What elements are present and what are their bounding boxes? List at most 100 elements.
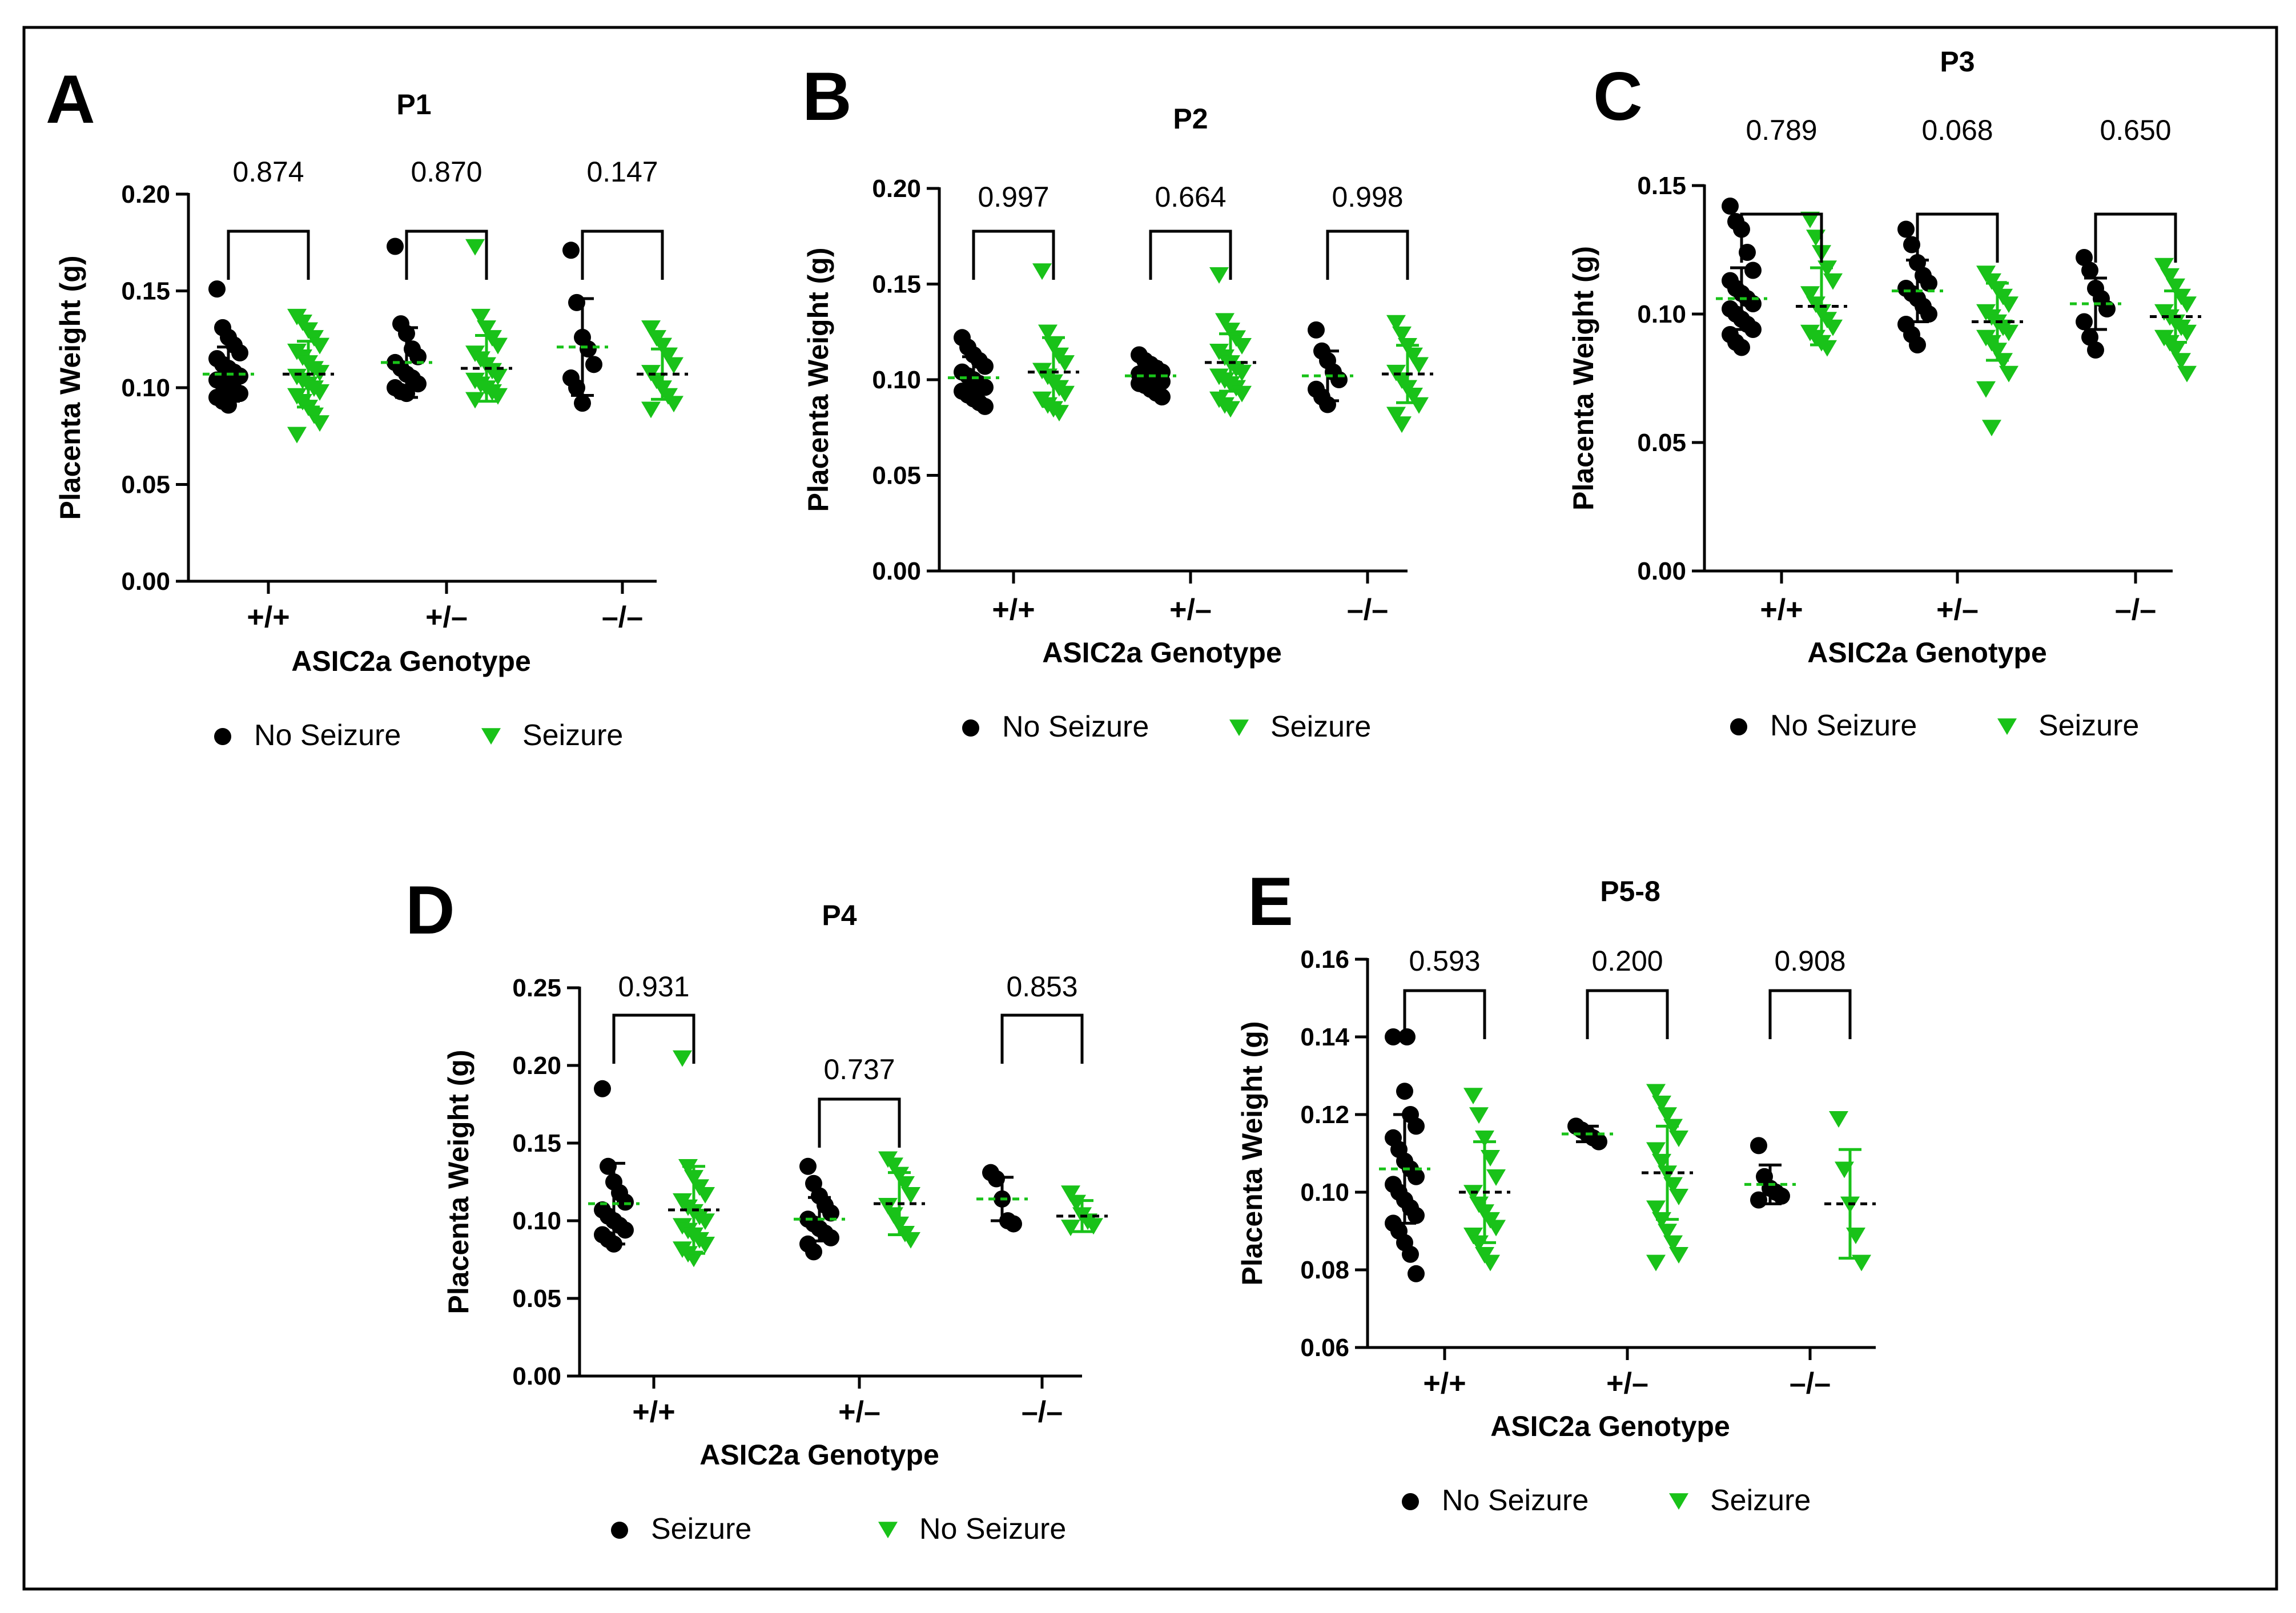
data-point: [1005, 1215, 1022, 1233]
data-point: [695, 1213, 715, 1230]
data-point: [2076, 249, 2093, 266]
legend-label: Seizure: [2038, 709, 2139, 742]
x-axis-title: ASIC2a Genotype: [699, 1439, 939, 1471]
p-value-label: 0.931: [618, 971, 689, 1003]
data-point: [799, 1157, 817, 1175]
data-point: [1221, 401, 1240, 418]
data-point: [2166, 343, 2185, 360]
data-point: [1646, 1084, 1666, 1101]
y-tick-label: 0.00: [872, 557, 921, 585]
legend-marker-triangle: [878, 1522, 898, 1539]
data-point: [2154, 258, 2174, 275]
comparison-bracket: [1149, 230, 1232, 280]
data-point: [1463, 1088, 1483, 1105]
data-point: [1823, 319, 1843, 336]
chart-title: P2: [1173, 103, 1208, 135]
x-tick-label: –/–: [1347, 593, 1388, 626]
data-point: [1396, 1083, 1413, 1100]
panel-B: B P2 0.00 0.05 0.10 0.15 0.20 +/+ +/– –/– ASIC2a G…: [802, 58, 1433, 743]
comparison-bracket: [1000, 1013, 1084, 1064]
data-point: [1486, 1169, 1506, 1186]
y-tick-label: 0.25: [512, 974, 561, 1002]
data-point: [653, 337, 672, 355]
data-point: [976, 397, 994, 415]
x-tick-label: +/–: [1606, 1367, 1648, 1400]
data-point: [2087, 341, 2104, 359]
data-point: [1408, 1168, 1425, 1185]
data-point: [387, 238, 404, 255]
y-tick-label: 0.15: [121, 277, 170, 305]
data-point: [1469, 1107, 1489, 1124]
comparison-bracket: [1403, 989, 1486, 1039]
y-tick-label: 0.14: [1300, 1023, 1349, 1051]
y-tick-label: 0.16: [1300, 946, 1349, 974]
x-axis-title: ASIC2a Genotype: [1807, 637, 2047, 669]
p-value-label: 0.998: [1332, 181, 1403, 213]
data-point: [1658, 1224, 1677, 1241]
data-point: [1909, 336, 1926, 353]
legend-marker-triangle: [1997, 718, 2017, 735]
comparison-bracket: [1586, 989, 1669, 1039]
legend-marker-circle: [1402, 1493, 1419, 1510]
x-axis-title: ASIC2a Genotype: [1042, 637, 1282, 669]
data-point: [574, 395, 591, 412]
y-tick-label: 0.06: [1300, 1334, 1349, 1362]
data-point: [488, 337, 508, 355]
data-point: [878, 1198, 898, 1214]
data-point: [287, 427, 307, 444]
data-point: [1976, 381, 1996, 398]
data-point: [1067, 1194, 1086, 1212]
data-point: [884, 1157, 903, 1174]
chart-title: P3: [1940, 46, 1975, 78]
data-point: [1646, 1254, 1666, 1272]
data-point: [1800, 286, 1820, 303]
legend-label: No Seizure: [1002, 710, 1149, 743]
data-point: [822, 1229, 839, 1246]
panel-E: E P5-8 0.06 0.08 0.10 0.12 0.14 0.16 +/+ +/– –/– AS…: [1236, 863, 1876, 1517]
legend-label: No Seizure: [1770, 709, 1917, 742]
data-point: [684, 1250, 703, 1268]
data-point: [471, 308, 490, 325]
y-tick-label: 0.10: [1300, 1178, 1349, 1206]
data-point: [2172, 353, 2191, 370]
data-point: [1408, 1117, 1425, 1135]
panel-letter: E: [1248, 863, 1293, 940]
panel-letter: D: [405, 872, 455, 948]
data-point: [1486, 1220, 1506, 1237]
data-point: [1658, 1107, 1677, 1124]
data-point: [901, 1187, 920, 1204]
comparison-bracket: [581, 230, 664, 280]
data-point: [1050, 405, 1069, 422]
data-point: [617, 1221, 634, 1239]
x-tick-label: +/–: [425, 601, 468, 634]
data-point: [1061, 1185, 1080, 1202]
comparison-bracket: [1916, 212, 1999, 263]
y-tick-label: 0.12: [1300, 1101, 1349, 1129]
data-point: [1999, 365, 2018, 383]
data-point: [1750, 1191, 1767, 1209]
y-tick-label: 0.05: [121, 471, 170, 499]
data-point: [1750, 1137, 1767, 1155]
data-point: [1669, 1131, 1688, 1147]
x-tick-label: +/–: [838, 1395, 880, 1429]
data-point: [1744, 262, 1762, 279]
y-tick-label: 0.00: [121, 568, 170, 596]
legend-label: Seizure: [522, 719, 623, 752]
y-axis-title: Placenta Weight (g): [1567, 246, 1599, 510]
data-point: [1153, 388, 1171, 406]
comparison-bracket: [227, 230, 310, 280]
data-point: [2177, 365, 2197, 383]
data-point: [1920, 305, 1937, 323]
data-point: [1982, 420, 2001, 437]
data-point: [1481, 1254, 1500, 1272]
p-value-label: 0.789: [1746, 114, 1817, 146]
legend-marker-triangle: [481, 728, 501, 745]
data-point: [1800, 211, 1820, 228]
data-point: [1386, 407, 1406, 424]
data-point: [1773, 1187, 1790, 1205]
data-point: [231, 367, 248, 385]
p-value-label: 0.908: [1774, 945, 1845, 977]
x-tick-label: –/–: [602, 601, 643, 634]
data-point: [1386, 315, 1406, 332]
x-tick-label: –/–: [2115, 593, 2156, 626]
